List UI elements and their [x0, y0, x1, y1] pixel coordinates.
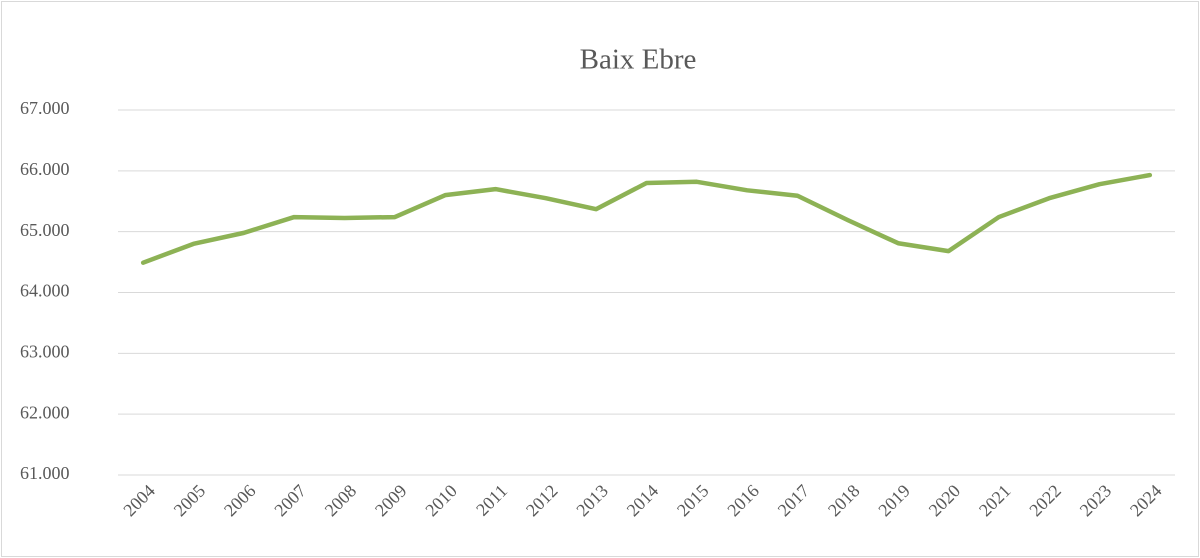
chart-title: Baix Ebre [580, 44, 697, 76]
y-tick-label: 65.000 [20, 220, 70, 240]
y-tick-label: 61.000 [20, 463, 70, 483]
y-tick-label: 67.000 [20, 98, 70, 118]
y-tick-label: 66.000 [20, 159, 70, 179]
y-tick-label: 62.000 [20, 402, 70, 422]
y-tick-label: 63.000 [20, 341, 70, 361]
data-line [140, 172, 1153, 265]
y-tick-label: 64.000 [20, 281, 70, 301]
